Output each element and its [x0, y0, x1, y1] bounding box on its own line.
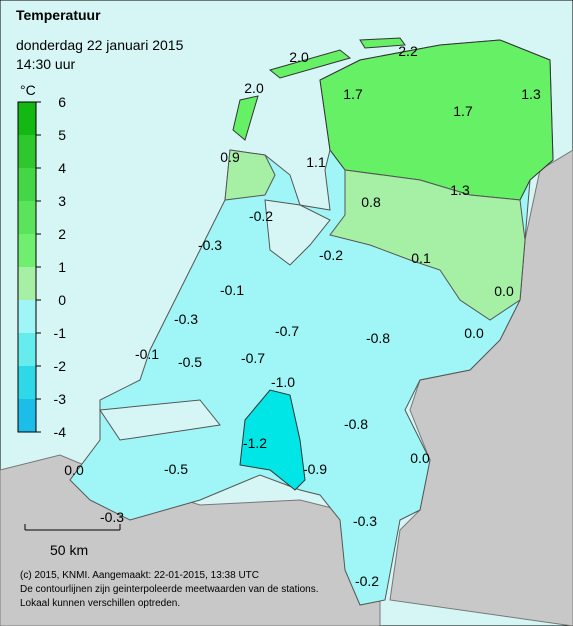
vlieland	[268, 49, 352, 79]
legend-tick-label: 1	[58, 259, 66, 275]
legend-tick-label: -1	[54, 325, 67, 341]
station-value: 1.3	[521, 86, 541, 102]
legend-tick-label: -2	[54, 358, 67, 374]
zeeland-water	[99, 399, 221, 441]
station-value: 1.7	[343, 86, 363, 102]
station-value: -0.3	[174, 311, 198, 327]
station-value: 1.1	[306, 154, 326, 170]
legend-tick-label: 0	[58, 292, 66, 308]
station-value: 0.8	[361, 194, 381, 210]
station-value: -0.3	[100, 509, 124, 525]
scale-label: 50 km	[50, 542, 88, 558]
footer-line: De contourlijnen zijn geinterpoleerde me…	[20, 584, 319, 595]
legend-band	[18, 102, 36, 135]
station-value: -0.8	[366, 330, 390, 346]
station-value: 0.9	[220, 149, 240, 165]
texel	[232, 95, 259, 141]
east-region	[329, 169, 526, 321]
legend-band	[18, 333, 36, 366]
station-value: 0.0	[464, 325, 484, 341]
station-value: 2.2	[398, 43, 418, 59]
station-value: 0.0	[410, 450, 430, 466]
legend-band	[18, 366, 36, 399]
station-value: -0.5	[164, 461, 188, 477]
station-value: -0.5	[178, 354, 202, 370]
legend-tick-label: 3	[58, 193, 66, 209]
legend-unit: °C	[20, 82, 36, 98]
legend-tick-label: -4	[54, 424, 67, 440]
ijsselmeer	[264, 199, 331, 266]
noord-holland-region	[224, 149, 276, 201]
legend-band	[18, 135, 36, 168]
legend-tick-label: 5	[58, 127, 66, 143]
station-value: 2.0	[289, 49, 309, 65]
station-value: -0.9	[303, 461, 327, 477]
station-value: 2.0	[244, 80, 264, 96]
legend-tick-label: 6	[58, 94, 66, 110]
station-value: -1.2	[243, 435, 267, 451]
ameland	[359, 37, 406, 49]
station-value: -0.1	[220, 282, 244, 298]
station-value: -0.7	[275, 323, 299, 339]
legend-band	[18, 201, 36, 234]
legend-band	[18, 300, 36, 333]
station-value: -0.3	[198, 237, 222, 253]
station-value: -0.1	[135, 346, 159, 362]
legend-band	[18, 399, 36, 432]
footer-line: (c) 2015, KNMI. Aangemaakt: 22-01-2015, …	[20, 570, 259, 581]
station-value: -1.0	[271, 374, 295, 390]
station-value: 1.7	[453, 103, 473, 119]
footer-line: Lokaal kunnen verschillen optreden.	[20, 598, 180, 609]
date: donderdag 22 januari 2015	[16, 37, 184, 53]
station-value: -0.3	[353, 513, 377, 529]
station-value: 1.3	[450, 182, 470, 198]
station-value: 0.1	[411, 250, 431, 266]
legend-band	[18, 234, 36, 267]
legend-tick-label: 4	[58, 160, 66, 176]
station-value: -0.2	[319, 247, 343, 263]
legend-tick-label: 2	[58, 226, 66, 242]
legend-tick-label: -3	[54, 391, 67, 407]
station-value: -0.8	[344, 416, 368, 432]
station-value: -0.2	[355, 573, 379, 589]
station-value: 0.0	[494, 283, 514, 299]
time: 14:30 uur	[16, 56, 75, 72]
station-value: -0.2	[249, 208, 273, 224]
title: Temperatuur	[16, 7, 101, 23]
station-value: -0.7	[241, 350, 265, 366]
legend-band	[18, 168, 36, 201]
cold-region	[239, 389, 306, 491]
station-value: 0.0	[64, 462, 84, 478]
legend-band	[18, 267, 36, 300]
